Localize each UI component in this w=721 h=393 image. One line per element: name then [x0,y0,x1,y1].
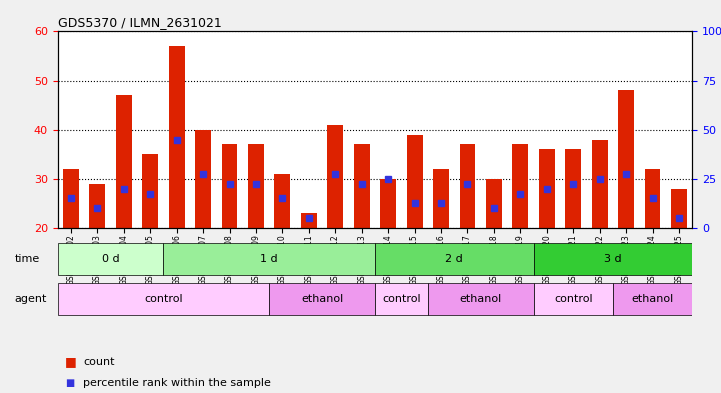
Bar [645,169,660,228]
Bar [407,134,423,228]
Bar [486,179,502,228]
Text: ethanol: ethanol [632,294,673,304]
Text: 0 d: 0 d [102,254,120,264]
Bar [380,179,396,228]
FancyBboxPatch shape [269,283,375,314]
Bar [618,90,634,228]
Bar [459,144,475,228]
Bar [539,149,554,228]
Text: percentile rank within the sample: percentile rank within the sample [83,378,271,388]
Bar [221,144,237,228]
Bar [327,125,343,228]
Text: ■: ■ [65,355,76,368]
Text: 2 d: 2 d [446,254,463,264]
Bar [354,144,370,228]
Bar [301,213,317,228]
Text: GDS5370 / ILMN_2631021: GDS5370 / ILMN_2631021 [58,16,221,29]
Text: ethanol: ethanol [459,294,502,304]
Bar [169,46,185,228]
Bar [433,169,449,228]
FancyBboxPatch shape [58,283,269,314]
FancyBboxPatch shape [375,243,534,275]
Bar [248,144,264,228]
Text: control: control [382,294,420,304]
Bar [142,154,158,228]
Text: count: count [83,356,115,367]
FancyBboxPatch shape [428,283,534,314]
Text: ■: ■ [65,378,74,388]
Text: agent: agent [14,294,47,304]
Bar [63,169,79,228]
FancyBboxPatch shape [534,283,613,314]
FancyBboxPatch shape [375,283,428,314]
Text: control: control [554,294,593,304]
Text: control: control [144,294,182,304]
Text: 1 d: 1 d [260,254,278,264]
FancyBboxPatch shape [534,243,692,275]
Bar [513,144,528,228]
Text: 3 d: 3 d [604,254,622,264]
Bar [671,189,687,228]
Bar [275,174,291,228]
Bar [195,130,211,228]
FancyBboxPatch shape [164,243,375,275]
FancyBboxPatch shape [613,283,692,314]
Bar [89,184,105,228]
Bar [565,149,581,228]
Text: ethanol: ethanol [301,294,343,304]
Bar [116,95,132,228]
Text: time: time [14,254,40,264]
FancyBboxPatch shape [58,243,164,275]
Bar [592,140,608,228]
